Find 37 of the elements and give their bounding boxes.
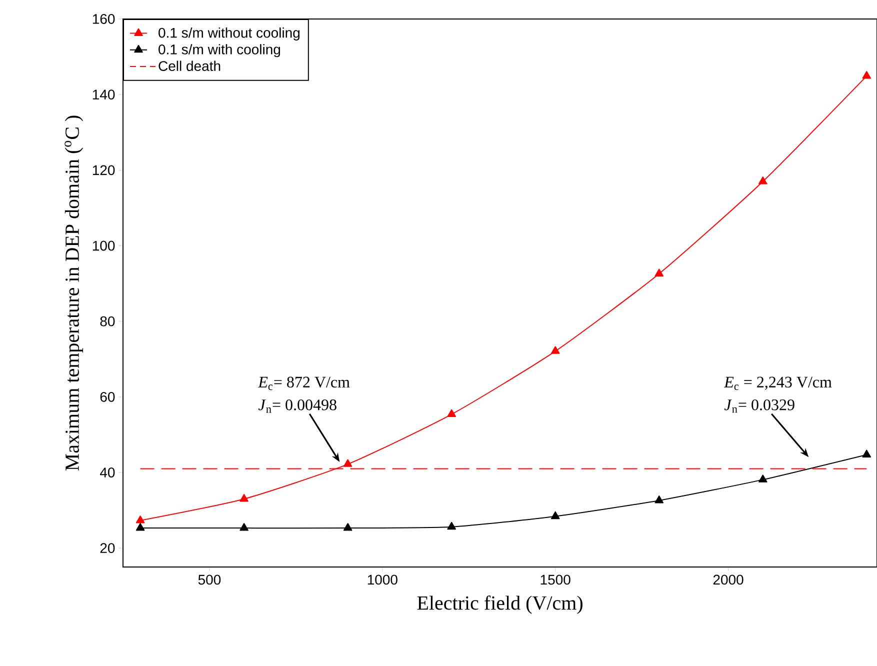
x-tick-label: 500 — [198, 574, 221, 585]
point — [862, 450, 872, 458]
legend-label: 0.1 s/m without cooling — [158, 27, 300, 41]
point — [343, 523, 352, 531]
point — [240, 494, 248, 502]
x-tick-label: 2000 — [713, 574, 744, 585]
point — [550, 346, 560, 354]
point — [447, 409, 456, 418]
point — [550, 511, 560, 520]
y-tick-label: 40 — [100, 468, 115, 478]
point — [654, 495, 664, 504]
point — [343, 459, 352, 467]
point — [447, 522, 456, 530]
y-tick-label: 120 — [92, 165, 115, 176]
annotation: E$_{c}$= 872 V/cm — [258, 376, 350, 390]
annotation: J$_{n}$= 0.0329 — [724, 399, 794, 413]
point — [136, 523, 145, 531]
y-tick-label: 80 — [100, 316, 115, 326]
legend-label: 0.1 s/m with cooling — [158, 44, 280, 58]
x-tick-label: 1500 — [540, 574, 570, 585]
y-axis-title: Maximum temperature in DEP domain ($^{o}$C ) — [64, 116, 84, 471]
y-tick-label: 100 — [92, 240, 115, 251]
x-tick-label: 1000 — [368, 574, 398, 585]
point — [758, 474, 768, 482]
x-axis-title: Electric field (V/cm) — [417, 596, 582, 614]
y-tick-label: 60 — [100, 392, 115, 402]
y-tick-label: 20 — [100, 543, 115, 554]
point — [758, 176, 768, 184]
annotation: E$_{c}$ = 2,243 V/cm — [724, 376, 832, 390]
point — [654, 268, 664, 276]
y-tick-label: 160 — [92, 14, 115, 24]
annotation: J$_{n}$= 0.00498 — [258, 399, 336, 413]
point — [136, 516, 145, 524]
point — [862, 71, 872, 79]
legend-label: Cell death — [158, 60, 220, 72]
point — [240, 523, 248, 531]
y-tick-label: 140 — [92, 90, 115, 100]
